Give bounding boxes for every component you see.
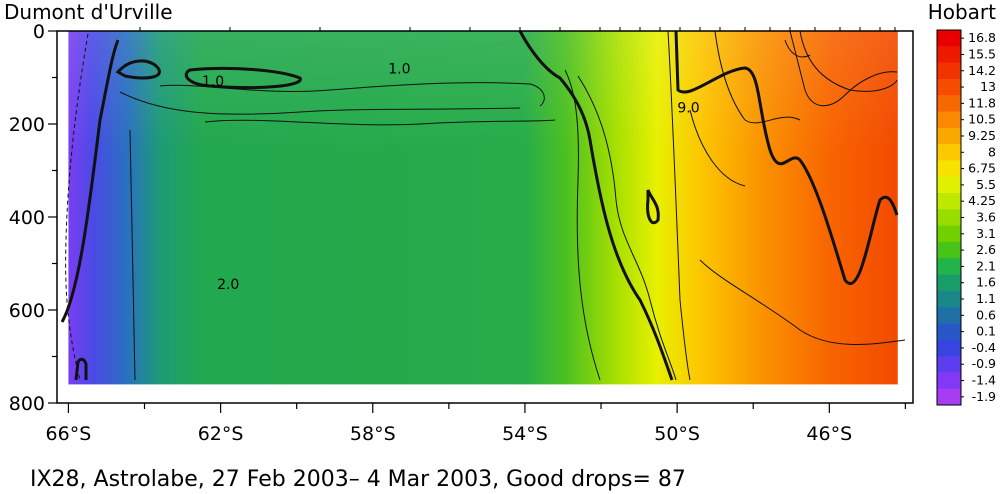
colorbar-swatch (937, 127, 961, 145)
isotherm-saf (674, 30, 899, 285)
x-axis: 66°S 62°S 58°S 54°S 50°S 46°S (46, 403, 906, 445)
colorbar-label: 5.5 (976, 177, 996, 192)
colorbar-swatch (937, 372, 961, 390)
colorbar-label: 15.5 (968, 46, 996, 61)
colorbar-swatch (937, 307, 961, 324)
isotherm-dashed (65, 33, 89, 381)
isotherm-warm-c (789, 30, 898, 107)
isotherm-saf-upper (689, 109, 746, 187)
surface-shading (68, 31, 898, 151)
x-tick-label: 62°S (198, 423, 244, 445)
colorbar-swatch (937, 111, 961, 129)
station-ticks (139, 27, 896, 31)
y-tick-label: 600 (9, 300, 45, 322)
y-tick-label: 0 (33, 21, 45, 43)
colorbar-swatch (937, 30, 961, 47)
colorbar-swatch (937, 78, 961, 96)
y-tick-label: 400 (9, 207, 45, 229)
colorbar-label: -0.4 (972, 340, 996, 355)
contour-label: 1.0 (202, 74, 224, 90)
colorbar-swatch (937, 225, 961, 243)
isotherm-zero-pocket (74, 357, 88, 381)
colorbar-label: 2.6 (976, 242, 996, 257)
colorbar-label: 8 (988, 144, 996, 159)
colorbar-label: 4.25 (968, 193, 996, 208)
isotherm-2-0-west (129, 129, 136, 381)
colorbar-label: 13 (980, 79, 996, 94)
colorbar-label: 3.6 (976, 210, 996, 225)
x-tick-label: 58°S (350, 423, 396, 445)
contour-label: 2.0 (217, 277, 239, 293)
y-tick-label: 200 (9, 114, 45, 136)
colorbar-label: 1.1 (976, 291, 996, 306)
plot-area: 66°S 62°S 58°S 54°S 50°S 46°S 0 200 400 600 800 1… (9, 21, 914, 445)
colorbar-swatch (937, 258, 961, 276)
isotherm-saf-lower (699, 259, 906, 345)
colorbar-swatch (937, 356, 961, 373)
isotherm-2-0-top (204, 119, 556, 126)
colorbar-swatch (937, 62, 961, 80)
contour-labels: 1.0 1.0 2.0 9.0 (202, 61, 700, 293)
isotherm-front-a (564, 69, 601, 381)
colorbar-label: 10.5 (968, 112, 996, 127)
isotherm-1-0 (159, 82, 545, 107)
isotherm-front-b (577, 75, 677, 381)
isotherm-9-0 (667, 30, 691, 381)
isotherm-front-polar (518, 30, 674, 381)
colorbar-swatch (937, 95, 961, 113)
x-tick-label: 50°S (654, 423, 700, 445)
isotherm-minimum-core (184, 66, 302, 90)
colorbar-swatch (937, 176, 961, 194)
colorbar-label: -1.4 (972, 373, 996, 388)
colorbar-label: 3.1 (976, 226, 996, 241)
colorbar-swatch (937, 193, 961, 210)
isotherm-warm-a (714, 30, 801, 124)
y-tick-label: 800 (9, 393, 45, 415)
colorbar-swatch (937, 388, 961, 406)
contour-label: 1.0 (388, 61, 410, 77)
isotherm-zero-west (60, 39, 120, 323)
colorbar-swatch (937, 323, 961, 341)
colorbar-label: -0.9 (972, 356, 996, 371)
isotherm-warm-d (784, 39, 811, 58)
colorbar-label: 11.8 (968, 95, 996, 110)
colorbar-label: 2.1 (976, 258, 996, 273)
colorbar-label: 9.25 (968, 128, 996, 143)
right-station-label: Hobart (928, 0, 996, 24)
colorbar-swatch (937, 46, 961, 64)
isotherm-contours (60, 30, 906, 381)
colorbar-label: 6.75 (968, 161, 996, 176)
colorbar-swatch (937, 209, 961, 227)
y-axis: 0 200 400 600 800 (9, 21, 57, 415)
colorbar-label: 1.6 (976, 275, 996, 290)
chart-caption: IX28, Astrolabe, 27 Feb 2003– 4 Mar 2003… (30, 467, 686, 492)
colorbar-swatch (937, 339, 961, 357)
x-tick-label: 46°S (806, 423, 852, 445)
colorbar-swatch (937, 290, 961, 308)
isotherm-eddy-west (115, 59, 161, 80)
colorbar-label: 16.8 (968, 30, 996, 45)
colorbar-label: 0.1 (976, 324, 996, 339)
colorbar-label: -1.9 (972, 389, 996, 404)
x-tick-label: 66°S (46, 423, 92, 445)
colorbar-swatch (937, 274, 961, 292)
left-station-label: Dumont d'Urville (4, 0, 173, 24)
contour-label: 9.0 (677, 100, 699, 116)
isotherm-1-0-lower (119, 91, 521, 115)
colorbar-label: 0.6 (976, 307, 996, 322)
colorbar-swatch (937, 144, 961, 161)
colorbar-label: 14.2 (968, 63, 996, 78)
colorbar-swatch (937, 241, 961, 259)
isotherm-eddy-polar (646, 189, 660, 225)
x-tick-label: 54°S (502, 423, 548, 445)
colorbar-swatch (937, 160, 961, 178)
